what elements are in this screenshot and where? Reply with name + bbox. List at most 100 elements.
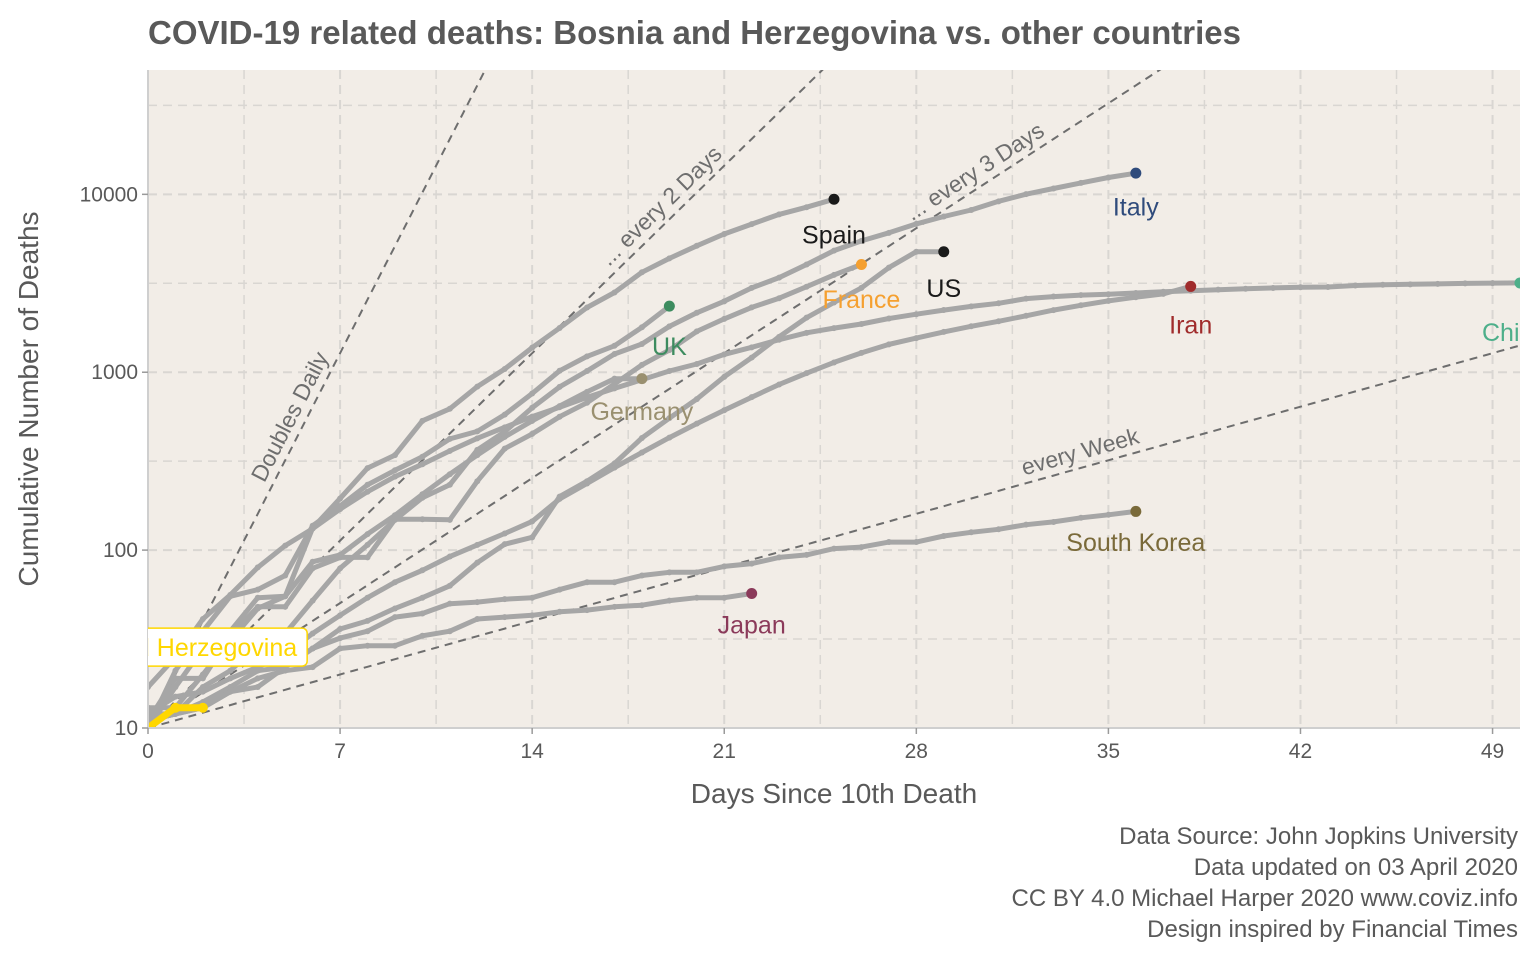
data-point: [337, 612, 344, 619]
data-point: [309, 630, 316, 637]
data-point: [1050, 293, 1057, 300]
data-point: [1105, 511, 1112, 518]
data-point: [282, 593, 289, 600]
data-point: [693, 242, 700, 249]
data-point: [391, 452, 398, 459]
series-label-china: China: [1482, 319, 1536, 347]
data-point: [584, 480, 591, 487]
data-point: [803, 261, 810, 268]
data-point: [776, 274, 783, 281]
x-tick-label: 28: [905, 740, 928, 763]
series-label-us: US: [926, 275, 961, 303]
data-point: [419, 516, 426, 523]
x-tick-label: 7: [334, 740, 346, 763]
data-point: [858, 349, 865, 356]
data-point: [831, 359, 837, 366]
y-tick-label: 100: [103, 539, 138, 562]
data-point: [611, 380, 618, 387]
data-point: [309, 558, 316, 565]
data-point: [501, 445, 508, 452]
series-label-france: France: [822, 286, 900, 314]
data-point: [1462, 280, 1469, 287]
data-point: [638, 324, 645, 331]
data-point: [913, 311, 920, 318]
doubling-guides: [148, 70, 1520, 728]
data-point: [1077, 179, 1084, 186]
caption-line: Data updated on 03 April 2020: [1194, 854, 1518, 881]
data-point: [419, 461, 426, 468]
data-point: [282, 667, 289, 674]
data-point: [858, 544, 865, 551]
data-point: [227, 688, 234, 695]
data-point: [666, 367, 673, 374]
data-point: [501, 614, 508, 621]
series-label-uk: UK: [652, 333, 687, 361]
axes: 0 7 14 21 28 35 42 49 10 100 1000 10000: [80, 70, 1520, 763]
data-point: [446, 516, 453, 523]
data-point: [858, 237, 865, 244]
data-point: [364, 488, 371, 495]
data-point: [172, 693, 179, 700]
x-tick-label: 14: [520, 740, 544, 763]
data-point: [721, 563, 728, 570]
data-point: [364, 541, 371, 548]
data-point: [968, 206, 975, 213]
data-point: [529, 404, 536, 411]
series-japan: [148, 588, 758, 717]
data-point: [474, 428, 481, 435]
data-point: [391, 579, 398, 586]
data-point: [913, 539, 920, 546]
data-point: [803, 204, 810, 211]
data-point: [885, 264, 892, 271]
data-point: [309, 645, 316, 652]
data-point: [419, 453, 426, 460]
series-line-spain: [148, 196, 837, 728]
highlight-label: Bosnia and Herzegovina: [148, 627, 308, 667]
data-point: [1023, 295, 1030, 302]
data-point: [364, 594, 371, 601]
data-point: [803, 551, 810, 558]
data-point: [364, 554, 371, 561]
data-point: [446, 628, 453, 635]
data-point: [309, 522, 316, 529]
data-point: [148, 723, 153, 728]
data-point: [556, 403, 563, 410]
data-point: [254, 594, 261, 601]
data-point: [995, 526, 1002, 533]
data-point: [446, 447, 453, 454]
data-point: [474, 435, 481, 442]
data-point: [693, 594, 700, 601]
data-point: [748, 284, 755, 291]
data-point: [446, 582, 453, 589]
data-point: [584, 304, 591, 311]
data-point: [858, 320, 865, 327]
data-point: [556, 367, 563, 374]
data-point: [693, 360, 700, 367]
data-point: [995, 198, 1002, 205]
data-point: [391, 614, 398, 621]
data-point: [309, 664, 316, 671]
data-point: [501, 365, 508, 372]
data-point: [1077, 514, 1084, 521]
data-point: [501, 541, 508, 548]
x-tick-label: 49: [1481, 740, 1504, 763]
data-point: [1160, 290, 1167, 297]
data-point: [803, 283, 810, 290]
data-point: [1270, 284, 1277, 291]
data-point: [282, 603, 289, 610]
data-point: [858, 284, 865, 291]
data-point: [1407, 281, 1414, 288]
plot-panel: [148, 70, 1520, 728]
data-point: [693, 396, 700, 403]
data-point: [446, 435, 453, 442]
data-point: [170, 702, 181, 713]
data-point: [995, 300, 1002, 307]
data-point: [391, 642, 398, 649]
endpoint-south-korea: [1130, 505, 1142, 517]
data-point: [611, 464, 618, 471]
data-point: [968, 303, 975, 310]
data-point: [611, 603, 618, 610]
data-point: [337, 626, 344, 633]
data-point: [611, 579, 618, 586]
data-point: [721, 231, 728, 238]
